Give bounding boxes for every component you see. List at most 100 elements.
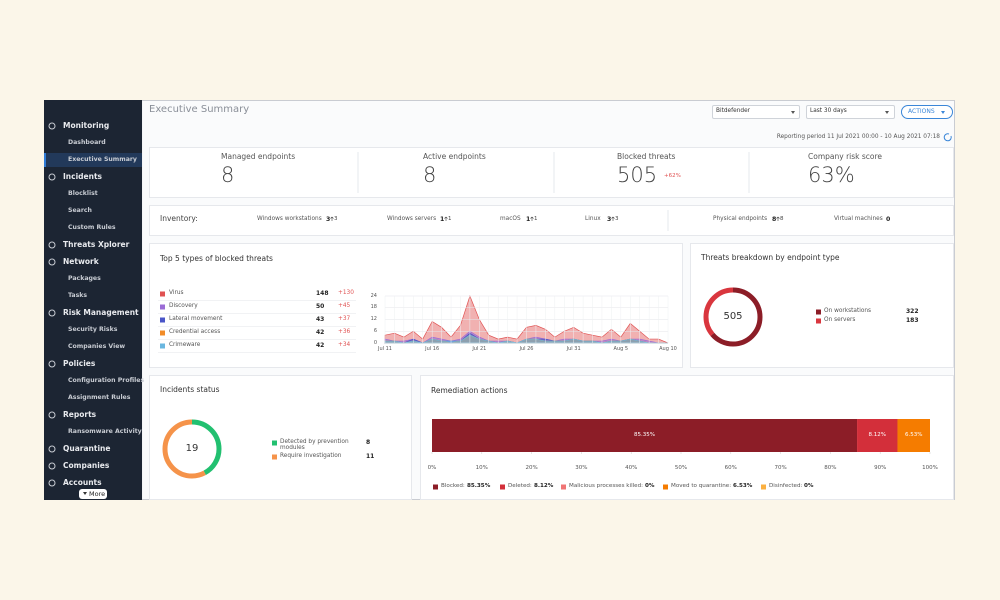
nav-item[interactable]: Ransomware Activity: [68, 427, 142, 435]
nav-item[interactable]: Dashboard: [68, 138, 106, 146]
legend-value: 6.53%: [733, 483, 753, 489]
threat-count: 148: [316, 290, 329, 297]
nav-item[interactable]: Packages: [68, 274, 101, 282]
inventory-item-change: 1: [448, 215, 452, 222]
x-tick-label: 60%: [724, 465, 737, 471]
x-tick-label: Jul 31: [566, 346, 581, 352]
donut-total: 505: [723, 311, 743, 322]
kpi-change: +62%: [664, 173, 681, 179]
legend-label: Deleted:: [508, 483, 532, 489]
kpi-label: Active endpoints: [423, 152, 486, 161]
bar-label: 85.35%: [634, 431, 656, 438]
kpi-value: 505: [617, 163, 658, 187]
inventory-card: [149, 205, 954, 236]
x-tick-label: 40%: [625, 465, 638, 471]
nav-section: Network: [63, 257, 99, 266]
kpi-label: Managed endpoints: [221, 152, 296, 161]
inventory-item-value: 8: [772, 215, 777, 223]
nav-section: Monitoring: [63, 121, 110, 130]
threat-name: Credential access: [169, 329, 221, 335]
inventory-item-change: 1: [534, 215, 538, 222]
period-value: Last 30 days: [810, 108, 847, 114]
legend-value: 8: [366, 439, 371, 446]
x-tick-label: Jul 26: [519, 346, 534, 352]
threat-change: +130: [338, 290, 354, 296]
threat-name: Crimeware: [169, 342, 201, 348]
period-select[interactable]: [806, 105, 895, 119]
threat-change: +37: [338, 316, 351, 322]
legend-label: On workstations: [824, 308, 872, 314]
x-tick-label: 100%: [922, 465, 938, 471]
x-tick-label: 90%: [874, 465, 887, 471]
actions-button[interactable]: [901, 105, 953, 119]
kpi-value: 63%: [808, 163, 855, 187]
bar-label: 8.12%: [868, 431, 886, 438]
company-select[interactable]: [712, 105, 800, 119]
nav-section: Incidents: [63, 172, 102, 181]
x-tick-label: Jul 16: [425, 346, 440, 352]
legend-value: 322: [906, 308, 919, 315]
threat-name: Lateral movement: [169, 316, 223, 322]
threat-change: +45: [338, 303, 351, 309]
legend-value: 183: [906, 317, 919, 324]
x-tick-label: Jul 11: [378, 346, 392, 352]
more-button[interactable]: [79, 489, 107, 499]
threat-change: +34: [338, 342, 351, 348]
nav-section: Quarantine: [63, 444, 111, 453]
kpi-card: [149, 147, 954, 198]
nav-item[interactable]: Tasks: [68, 291, 88, 299]
inventory-label: Inventory:: [160, 214, 198, 223]
kpi-label: Blocked threats: [617, 152, 676, 161]
page-title: Executive Summary: [149, 104, 250, 115]
x-tick-label: Jul 21: [472, 346, 487, 352]
nav-active: [44, 153, 142, 167]
x-tick-label: 20%: [525, 465, 538, 471]
nav-item[interactable]: Configuration Profiles: [68, 376, 145, 384]
nav-item[interactable]: Security Risks: [68, 325, 118, 333]
x-tick-label: Aug 10: [659, 346, 677, 352]
inventory-item-change: 3: [615, 215, 619, 222]
y-tick-label: 18: [370, 304, 377, 311]
card-title: Threats breakdown by endpoint type: [701, 253, 840, 262]
nav-section: Risk Management: [63, 308, 139, 317]
x-tick-label: Aug 5: [613, 346, 629, 352]
nav-item[interactable]: Companies View: [68, 342, 126, 350]
inventory-item-value: 1: [526, 215, 531, 223]
inventory-item-change: 8: [780, 215, 784, 222]
card-title: Remediation actions: [431, 386, 508, 395]
actions-label: ACTIONS: [908, 108, 935, 115]
nav-item[interactable]: Custom Rules: [68, 223, 116, 231]
donut-total: 19: [185, 443, 199, 454]
x-tick-label: 80%: [824, 465, 837, 471]
legend-value: 0%: [645, 483, 655, 489]
legend-label: Malicious processes killed:: [569, 483, 644, 489]
legend-label: Detected by prevention modules: [280, 439, 349, 451]
threat-name: Discovery: [169, 303, 198, 309]
y-tick-label: 24: [370, 292, 377, 299]
card-title: Top 5 types of blocked threats: [160, 254, 273, 263]
x-tick-label: 70%: [774, 465, 787, 471]
threat-change: +36: [338, 329, 351, 335]
legend-label: Disinfected:: [769, 483, 803, 489]
x-tick-label: 30%: [575, 465, 588, 471]
y-tick-label: 0: [373, 339, 377, 346]
y-tick-label: 12: [370, 316, 377, 322]
legend-value: 8.12%: [534, 483, 554, 489]
nav-item[interactable]: Search: [68, 206, 92, 214]
nav-item[interactable]: Blocklist: [68, 189, 98, 197]
threat-name: Virus: [169, 290, 184, 296]
y-tick-label: 6: [373, 327, 377, 334]
legend-value: 85.35%: [467, 483, 491, 489]
inventory-item-label: Windows servers: [387, 216, 437, 222]
inventory-item-value: 1: [440, 215, 445, 223]
legend-value: 11: [366, 453, 375, 460]
legend-label: On servers: [824, 317, 856, 323]
inventory-item-label: Windows workstations: [257, 216, 322, 222]
nav-item[interactable]: Executive Summary: [68, 155, 137, 163]
kpi-label: Company risk score: [808, 152, 883, 161]
kpi-value: 8: [423, 163, 437, 187]
x-tick-label: 50%: [674, 465, 688, 471]
nav-item[interactable]: Assignment Rules: [68, 393, 131, 401]
legend-label: Moved to quarantine:: [671, 483, 732, 489]
